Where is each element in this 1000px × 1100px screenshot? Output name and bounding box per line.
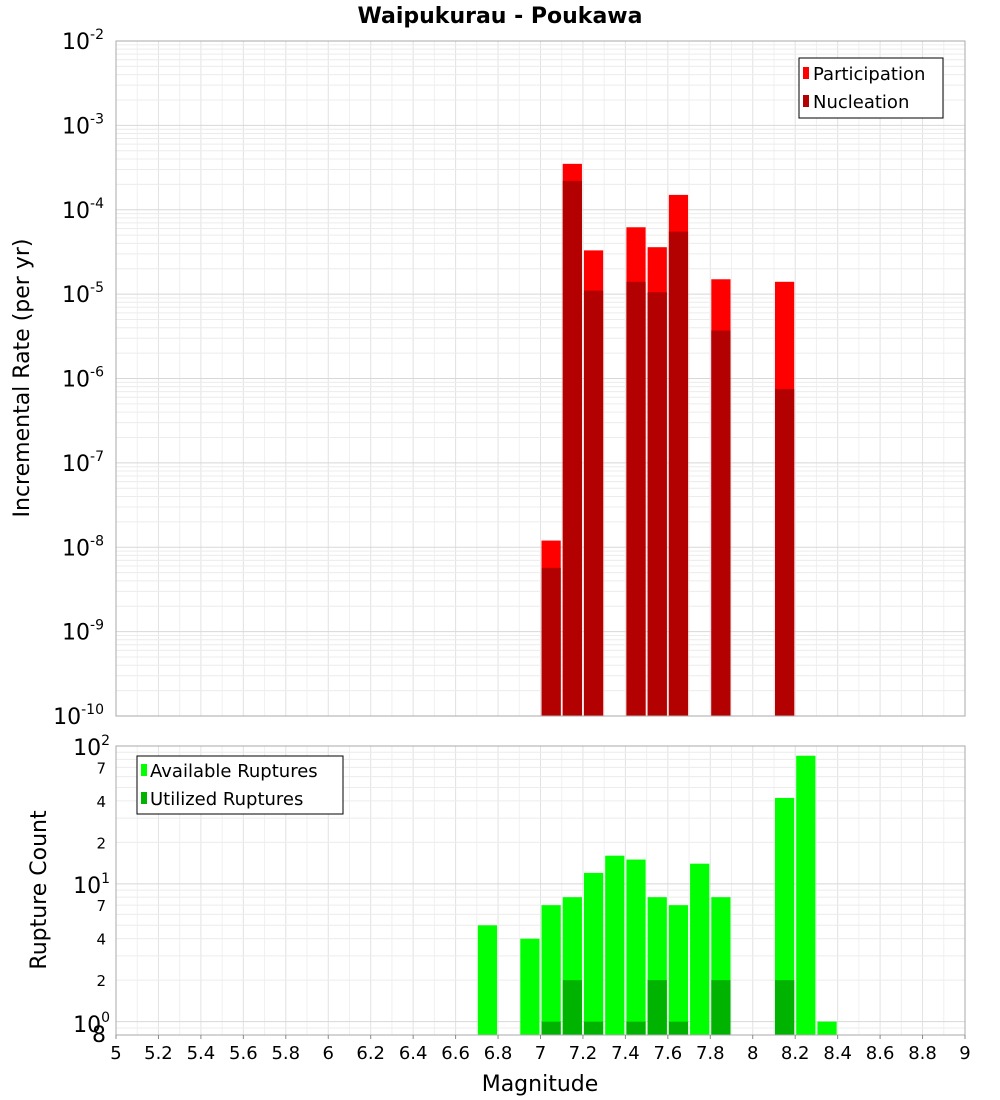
- x-tick-label: 7.6: [654, 1043, 683, 1064]
- x-tick-label: 7.8: [696, 1043, 725, 1064]
- count-y-tick-label: 2: [96, 972, 106, 990]
- utilized-ruptures-bar: [583, 1021, 604, 1035]
- available-ruptures-bar: [774, 797, 795, 1035]
- rate-plot-frame: [115, 40, 966, 717]
- available-ruptures-bar: [817, 1021, 837, 1035]
- utilized-ruptures-bar: [562, 980, 582, 1035]
- rate-y-tick-label: 10-2: [62, 27, 104, 55]
- count-y-axis-label: Rupture Count: [27, 810, 52, 970]
- rate-y-tick-label: 10-7: [62, 449, 104, 477]
- rate-legend-box: [798, 57, 944, 119]
- utilized-ruptures-bar: [774, 980, 795, 1035]
- participation-legend-label: Participation: [813, 64, 925, 85]
- count-y-tick-label: 4: [96, 793, 106, 811]
- count-y-tick-label: 4: [96, 931, 106, 949]
- count-y-tick-label: 7: [96, 897, 106, 915]
- x-tick-label: 5.8: [271, 1043, 300, 1064]
- x-tick-label: 5.2: [144, 1043, 173, 1064]
- nucleation-bar: [668, 231, 689, 716]
- nucleation-bar: [583, 290, 604, 716]
- x-tick-label: 8: [747, 1043, 758, 1064]
- x-tick-label: 7: [535, 1043, 546, 1064]
- x-tick-label: 6.2: [356, 1043, 385, 1064]
- x-tick-label: 8.6: [866, 1043, 895, 1064]
- x-tick-label: 8.8: [908, 1043, 937, 1064]
- chart-title: Waipukurau - Poukawa: [358, 4, 643, 29]
- available-ruptures-bar: [605, 855, 625, 1035]
- utilized-legend-label: Utilized Ruptures: [150, 789, 303, 810]
- available-ruptures-bar: [668, 905, 689, 1035]
- utilized-ruptures-bar: [541, 1021, 561, 1035]
- x-tick-label: 8.2: [781, 1043, 810, 1064]
- count-y-tick-label: 102: [73, 733, 110, 761]
- x-tick-label: 6.4: [399, 1043, 428, 1064]
- x-tick-label: 7.2: [569, 1043, 598, 1064]
- available-ruptures-bar: [520, 938, 540, 1035]
- utilized-ruptures-bar: [647, 980, 667, 1035]
- rate-bars: [541, 163, 795, 717]
- count-y-tick-label: 8: [92, 1023, 106, 1048]
- nucleation-bar: [647, 292, 667, 716]
- x-ticks: 5 5.2 5.4 5.6 5.8 6 6.2 6.4 6.6 6.8 7 7.2 7.4 7.6 7.8 8…: [110, 1035, 971, 1064]
- nucleation-bar: [774, 389, 795, 716]
- x-tick-label: 7.4: [611, 1043, 640, 1064]
- available-ruptures-bar: [796, 755, 816, 1035]
- utilized-ruptures-bar: [711, 980, 731, 1035]
- x-tick-label: 5.6: [229, 1043, 258, 1064]
- x-axis-label: Magnitude: [482, 1072, 599, 1097]
- nucleation-bar: [562, 180, 582, 716]
- nucleation-bar: [626, 281, 646, 716]
- rate-y-tick-label: 10-9: [62, 618, 104, 646]
- rate-y-tick-label: 10-4: [62, 196, 104, 224]
- participation-legend-swatch: [803, 67, 809, 79]
- rate-legend: Participation Nucleation: [798, 57, 944, 119]
- nucleation-bar: [711, 330, 731, 716]
- available-ruptures-bar: [690, 863, 710, 1035]
- x-tick-label: 8.4: [823, 1043, 852, 1064]
- rate-y-tick-label: 10-5: [62, 280, 104, 308]
- rate-panel: 10-2 10-3 10-4 10-5 10-6 10-7 10-8 10-9 10-10 In…: [10, 27, 966, 730]
- x-tick-label: 6: [323, 1043, 334, 1064]
- x-tick-label: 6.8: [484, 1043, 513, 1064]
- x-tick-label: 5: [110, 1043, 121, 1064]
- count-y-tick-label: 2: [96, 834, 106, 852]
- utilized-ruptures-bar: [626, 1021, 646, 1035]
- rate-y-tick-label: 10-6: [62, 365, 104, 393]
- rate-y-axis-label: Incremental Rate (per yr): [10, 239, 35, 518]
- available-ruptures-bar: [541, 905, 561, 1035]
- count-legend: Available Ruptures Utilized Ruptures: [136, 755, 344, 815]
- available-ruptures-bar: [583, 872, 604, 1035]
- utilized-legend-swatch: [141, 792, 147, 804]
- rate-y-tick-label: 10-3: [62, 111, 104, 139]
- rate-y-tick-label: 10-10: [53, 702, 104, 730]
- available-legend-swatch: [141, 764, 147, 776]
- rate-grid: [115, 41, 966, 717]
- count-legend-box: [136, 755, 344, 815]
- nucleation-bar: [541, 567, 561, 716]
- available-ruptures-bar: [626, 859, 646, 1035]
- available-legend-label: Available Ruptures: [150, 761, 318, 782]
- utilized-ruptures-bar: [668, 1021, 689, 1035]
- count-bars: [477, 755, 837, 1035]
- nucleation-legend-label: Nucleation: [813, 92, 909, 113]
- rate-y-ticks: 10-2 10-3 10-4 10-5 10-6 10-7 10-8 10-9 10-10: [53, 27, 104, 730]
- count-y-tick-label: 100: [73, 1010, 110, 1038]
- count-y-tick-label: 7: [96, 759, 106, 777]
- rate-y-tick-label: 10-8: [62, 533, 104, 561]
- nucleation-legend-swatch: [803, 95, 809, 107]
- available-ruptures-bar: [477, 925, 498, 1035]
- x-tick-label: 5.4: [187, 1043, 216, 1064]
- x-tick-label: 9: [959, 1043, 970, 1064]
- x-tick-label: 6.6: [441, 1043, 470, 1064]
- count-y-tick-label: 101: [73, 871, 110, 899]
